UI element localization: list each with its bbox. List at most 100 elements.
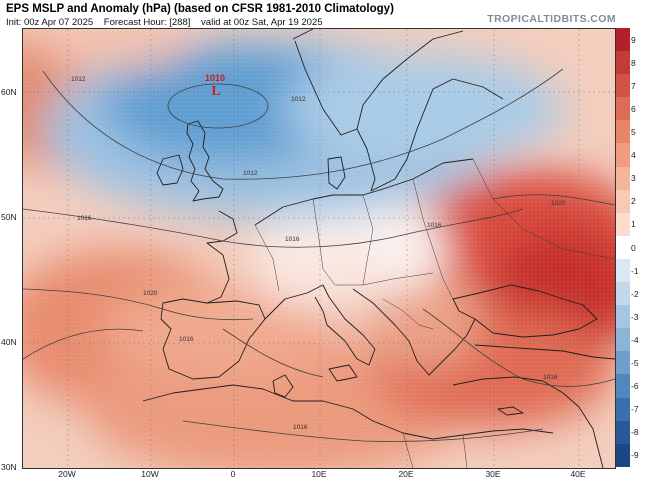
colorbar-tick-label: -5 bbox=[631, 358, 639, 369]
lon-label-10w: 10W bbox=[141, 469, 159, 479]
colorbar-tick-label: -8 bbox=[631, 427, 639, 438]
colorbar-segment bbox=[616, 189, 630, 213]
lon-label-20e: 20E bbox=[398, 469, 414, 479]
isobar-1016-turkey bbox=[422, 308, 615, 387]
isobar-1016-med bbox=[222, 328, 324, 378]
border-belarus-ukraine bbox=[412, 178, 454, 300]
colorbar-segment bbox=[616, 420, 630, 444]
lat-label-40n: 40N bbox=[1, 337, 17, 347]
colorbar-segment bbox=[616, 374, 630, 398]
colorbar-tick-label: 4 bbox=[631, 150, 636, 161]
border-france-east bbox=[254, 224, 280, 292]
lat-label-30n: 30N bbox=[1, 462, 17, 472]
colorbar-segment bbox=[616, 443, 630, 467]
isobar-label: 1016 bbox=[543, 374, 558, 381]
isobar-label: 1020 bbox=[143, 290, 158, 297]
border-germany-east bbox=[312, 198, 336, 286]
colorbar-segment bbox=[616, 328, 630, 352]
isobar-1016-north bbox=[23, 208, 524, 248]
iberia-coast bbox=[160, 298, 266, 380]
graticule bbox=[23, 29, 615, 468]
colorbar-segment bbox=[616, 282, 630, 306]
valid-time: valid at 00z Sat, Apr 19 2025 bbox=[201, 17, 323, 28]
anatolia-north-coast bbox=[474, 344, 615, 360]
map-canvas[interactable]: 1012 1012 1012 1016 1016 1020 1020 1016 … bbox=[23, 29, 615, 468]
isobar-label: 1020 bbox=[551, 200, 566, 207]
isobars bbox=[23, 68, 615, 442]
colorbar-tick-label: -6 bbox=[631, 381, 639, 392]
low-pressure-marker[interactable]: 1010 L bbox=[205, 73, 225, 99]
colorbar-tick-label: 5 bbox=[631, 126, 636, 137]
lat-label-50n: 50N bbox=[1, 212, 17, 222]
colorbar-segment bbox=[616, 143, 630, 167]
colorbar-tick-label: 6 bbox=[631, 103, 636, 114]
colorbar-tick-label: 8 bbox=[631, 57, 636, 68]
lon-label-20w: 20W bbox=[58, 469, 76, 479]
great-britain-coast bbox=[186, 120, 224, 202]
balkans-coast bbox=[352, 288, 476, 376]
isobar-label: 1016 bbox=[285, 236, 300, 243]
border-alpine-carpathian bbox=[335, 272, 434, 286]
low-pressure-letter: L bbox=[211, 84, 220, 99]
colorbar-segment bbox=[616, 397, 630, 421]
borders bbox=[254, 158, 615, 468]
isobar-1020-west bbox=[23, 288, 254, 321]
colorbar-segment bbox=[616, 120, 630, 144]
colorbar-segment bbox=[616, 235, 630, 259]
colorbar-tick-label: -1 bbox=[631, 265, 639, 276]
sardinia-coast bbox=[272, 374, 294, 398]
colorbar-tick-label: 0 bbox=[631, 242, 636, 253]
isobar-1016-south bbox=[182, 420, 544, 442]
lon-label-0: 0 bbox=[230, 469, 236, 479]
colorbar-segment bbox=[616, 212, 630, 236]
isobar-label: 1016 bbox=[77, 215, 92, 222]
border-poland-east bbox=[362, 194, 374, 286]
colorbar-tick-label: 2 bbox=[631, 196, 636, 207]
lon-label-40e: 40E bbox=[570, 469, 586, 479]
run-info: Init: 00z Apr 07 2025 Forecast Hour: [28… bbox=[6, 17, 331, 28]
isobar-label: 1016 bbox=[293, 424, 308, 431]
colorbar-tick-label: 7 bbox=[631, 80, 636, 91]
colorbar-segment bbox=[616, 305, 630, 329]
ireland-coast bbox=[156, 154, 184, 186]
colorbar-segment bbox=[616, 28, 630, 52]
denmark-coast bbox=[327, 156, 346, 190]
border-balkan-states bbox=[382, 298, 434, 330]
lon-label-30e: 30E bbox=[485, 469, 501, 479]
isobar-label: 1016 bbox=[427, 222, 442, 229]
colorbar-segment bbox=[616, 97, 630, 121]
map-panel[interactable]: 1012 1012 1012 1016 1016 1020 1020 1016 … bbox=[22, 28, 616, 469]
colorbar-tick-label: 1 bbox=[631, 219, 636, 230]
isobar-1020-atlantic bbox=[23, 328, 144, 360]
lat-label-60n: 60N bbox=[1, 87, 17, 97]
north-africa-coast bbox=[142, 384, 554, 440]
sicily-coast bbox=[328, 364, 358, 382]
isobar-label: 1012 bbox=[291, 96, 306, 103]
colorbar-tick-label: -9 bbox=[631, 450, 639, 461]
border-north-africa bbox=[402, 432, 468, 468]
chart-title: EPS MSLP and Anomaly (hPa) (based on CFS… bbox=[6, 3, 394, 15]
anatolia-south-coast bbox=[452, 376, 604, 468]
norway-coast bbox=[292, 29, 464, 136]
colorbar bbox=[616, 28, 630, 467]
low-pressure-value: 1010 bbox=[205, 73, 225, 83]
forecast-hour: Forecast Hour: [288] bbox=[103, 17, 191, 28]
colorbar-tick-label: -4 bbox=[631, 334, 639, 345]
isobar-label: 1016 bbox=[179, 336, 194, 343]
isobar-1020-east bbox=[492, 194, 615, 206]
colorbar-segment bbox=[616, 74, 630, 98]
isobar-labels: 1012 1012 1012 1016 1016 1020 1020 1016 … bbox=[71, 76, 566, 431]
colorbar-segment bbox=[616, 351, 630, 375]
colorbar-segment bbox=[616, 258, 630, 283]
isobar-label: 1012 bbox=[71, 76, 86, 83]
sweden-coast bbox=[356, 78, 504, 192]
isobar-1012 bbox=[42, 68, 564, 180]
colorbar-segment bbox=[616, 166, 630, 190]
colorbar-tick-label: -2 bbox=[631, 288, 639, 299]
border-russia-west bbox=[472, 158, 615, 260]
brand-watermark: TROPICALTIDBITS.COM bbox=[487, 13, 616, 25]
colorbar-tick-label: 9 bbox=[631, 34, 636, 45]
colorbar-tick-label: 3 bbox=[631, 173, 636, 184]
lon-label-10e: 10E bbox=[311, 469, 327, 479]
init-time: Init: 00z Apr 07 2025 bbox=[6, 17, 94, 28]
